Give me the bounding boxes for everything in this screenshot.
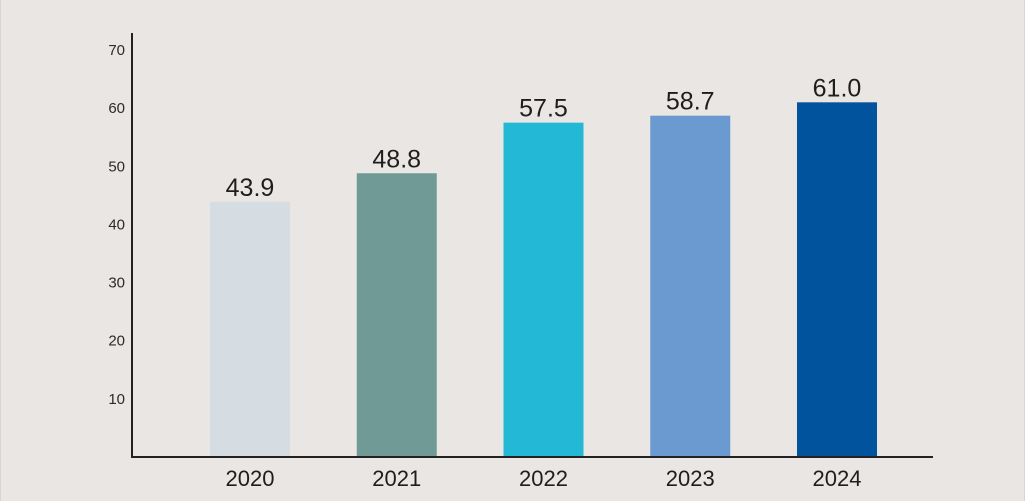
y-tick-label: 20 [108,333,125,350]
y-tick-label: 60 [108,100,125,117]
x-tick-label: 2024 [813,466,862,491]
y-tick-label: 70 [108,42,125,59]
x-tick-label: 2023 [666,466,715,491]
bar [356,173,437,457]
y-tick-label: 40 [108,216,125,233]
x-tick-label: 2021 [372,466,421,491]
value-labels: 43.9 48.8 57.5 58.7 61.0 [226,74,862,201]
bar [650,115,731,458]
x-tick-label: 2022 [519,466,568,491]
bar-value-label: 57.5 [519,95,568,123]
bar-value-label: 43.9 [226,174,275,202]
y-axis-ticks: 10 20 30 40 50 60 70 [108,42,125,408]
x-axis-ticks: 2020 2021 2022 2023 2024 [226,466,862,491]
bar [210,201,290,457]
y-tick-label: 30 [108,275,125,292]
bar-value-label: 48.8 [372,145,421,173]
bar [797,102,877,457]
bars [210,102,877,458]
bar-value-label: 58.7 [666,88,715,116]
bar [503,122,584,457]
x-tick-label: 2020 [226,466,275,491]
y-tick-label: 10 [108,391,125,408]
y-tick-label: 50 [108,158,125,175]
bar-value-label: 61.0 [813,74,862,102]
